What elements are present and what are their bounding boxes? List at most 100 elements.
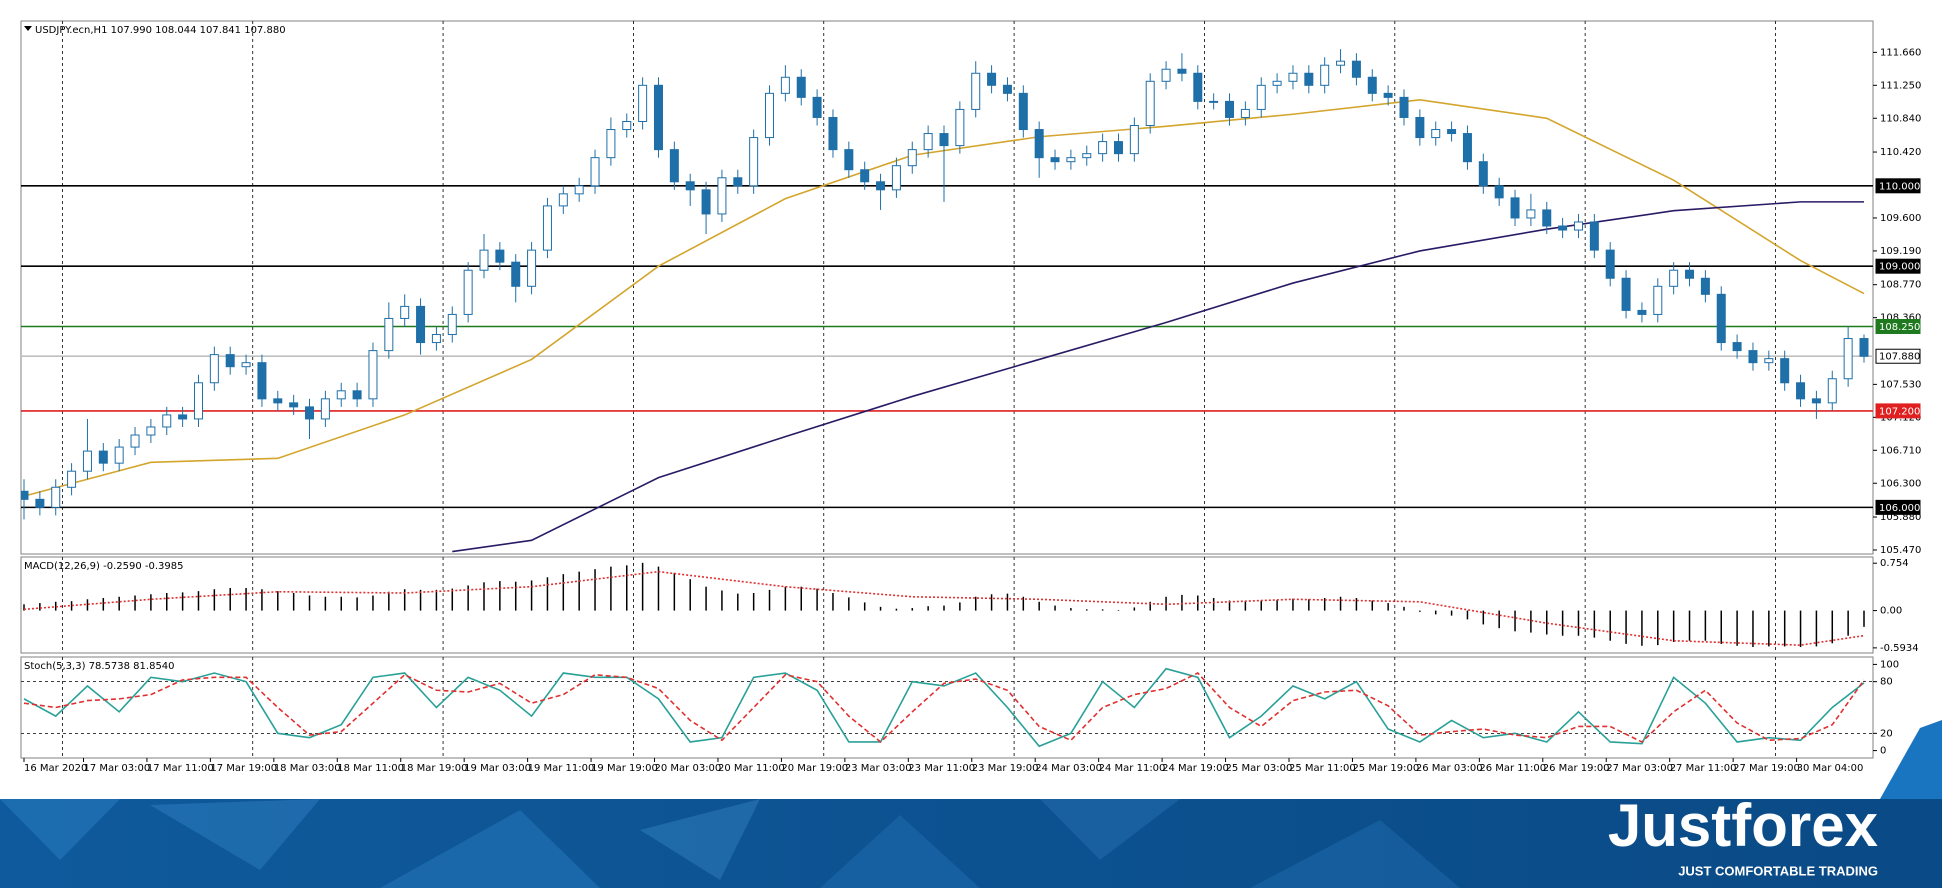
candle-body (273, 398, 283, 404)
x-tick-label: 25 Mar 19:00 (1352, 763, 1419, 774)
candle-body (1685, 269, 1695, 279)
y-tick-label: 20 (1880, 728, 1893, 739)
y-tick-label: 80 (1880, 677, 1893, 688)
candle-body (1827, 378, 1837, 404)
x-tick-label: 19 Mar 11:00 (528, 763, 595, 774)
slogan: JUST COMFORTABLE TRADING (1678, 863, 1878, 878)
candle-body (384, 317, 394, 352)
title-arrow (24, 26, 32, 31)
candle-body (1621, 277, 1631, 311)
candle-body (1225, 100, 1235, 118)
y-tick-label: 106.300 (1880, 478, 1921, 489)
candle-body (35, 498, 45, 508)
candle-body (1288, 72, 1298, 82)
candle-body (320, 398, 330, 420)
candle-body (1542, 209, 1552, 227)
candle-body (225, 354, 235, 368)
candle-body (907, 149, 917, 167)
candle-body (812, 96, 822, 118)
level-box (1875, 348, 1921, 364)
candle-body (82, 450, 92, 472)
candle-body (479, 249, 489, 271)
panel-title: USDJPY.ecn,H1 107.990 108.044 107.841 10… (35, 25, 286, 36)
candle-body (1034, 129, 1044, 159)
candle-body (1193, 72, 1203, 102)
candle-body (1415, 116, 1425, 139)
candle-body (1811, 398, 1821, 404)
x-tick-label: 16 Mar 2020 (24, 763, 87, 774)
level-box (1875, 178, 1921, 194)
x-tick-label: 18 Mar 19:00 (401, 763, 468, 774)
indicator-line (23, 570, 1865, 646)
y-tick-label: -0.5934 (1880, 643, 1919, 654)
indicator-line (23, 98, 1865, 497)
x-tick-label: 24 Mar 19:00 (1162, 763, 1229, 774)
y-tick-label: 106.710 (1880, 445, 1921, 456)
level-label: 107.880 (1879, 352, 1920, 363)
indicator-line (452, 201, 1864, 553)
candle-body (495, 249, 505, 263)
candle-body (749, 137, 759, 187)
x-tick-label: 24 Mar 11:00 (1099, 763, 1166, 774)
level-label: 106.000 (1879, 503, 1920, 514)
x-tick-label: 23 Mar 19:00 (972, 763, 1039, 774)
candle-body (638, 84, 648, 122)
x-tick-label: 20 Mar 19:00 (781, 763, 848, 774)
candle-body (1240, 108, 1250, 118)
level-label: 109.000 (1879, 262, 1920, 273)
candle-body (51, 486, 61, 508)
candle-body (1573, 221, 1583, 231)
candle-body (1637, 309, 1647, 315)
candle-body (447, 313, 457, 336)
y-tick-label: 108.360 (1880, 313, 1921, 324)
candle-body (193, 382, 203, 420)
x-tick-label: 24 Mar 03:00 (1035, 763, 1102, 774)
candle-body (701, 189, 711, 215)
x-tick-label: 20 Mar 11:00 (718, 763, 785, 774)
candle-body (1082, 153, 1092, 159)
candle-body (527, 249, 537, 287)
candle-body (987, 72, 997, 86)
x-tick-label: 20 Mar 03:00 (655, 763, 722, 774)
y-tick-label: 105.880 (1880, 512, 1921, 523)
candle-body (1351, 60, 1361, 78)
y-tick-label: 110.420 (1880, 147, 1921, 158)
candle-body (796, 76, 806, 98)
level-label: 108.250 (1879, 322, 1920, 333)
candle-body (1113, 141, 1123, 155)
candle-body (463, 269, 473, 315)
candle-body (1256, 84, 1266, 110)
candle-body (780, 76, 790, 94)
candle-body (574, 185, 584, 195)
plot-area (21, 657, 1873, 758)
candle-body (431, 334, 441, 344)
candle-body (178, 414, 188, 420)
candle-body (1066, 157, 1076, 163)
candle-body (289, 402, 299, 408)
level-box (1875, 403, 1921, 419)
x-tick-label: 25 Mar 03:00 (1226, 763, 1293, 774)
candle-body (257, 362, 267, 400)
candle-body (1462, 133, 1472, 163)
y-tick-label: 0.754 (1880, 558, 1909, 569)
candle-body (606, 129, 616, 159)
candle-body (1272, 80, 1282, 86)
candle-body (162, 414, 172, 428)
candle-body (685, 181, 695, 191)
level-box (1875, 499, 1921, 515)
x-tick-label: 19 Mar 19:00 (591, 763, 658, 774)
candle-body (1209, 100, 1219, 103)
candle-body (511, 261, 521, 287)
candle-body (336, 390, 346, 400)
candle-body (876, 181, 886, 191)
level-label: 110.000 (1879, 181, 1920, 192)
indicator-line (23, 672, 1865, 744)
x-tick-label: 17 Mar 03:00 (83, 763, 150, 774)
footer-band (0, 720, 1942, 888)
y-tick-label: 108.770 (1880, 280, 1921, 291)
level-label: 107.200 (1879, 406, 1920, 417)
candle-body (67, 470, 77, 488)
candle-body (1129, 125, 1139, 155)
